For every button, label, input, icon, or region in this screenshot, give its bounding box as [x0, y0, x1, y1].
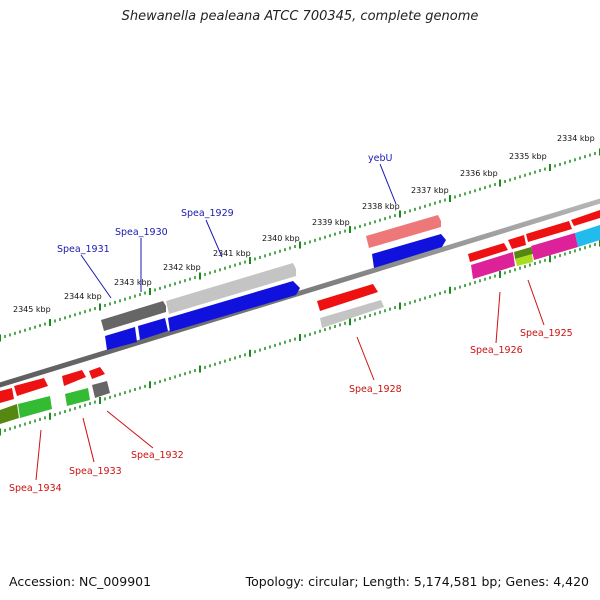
accession-text: Accession: NC_009901	[9, 574, 152, 589]
gene-red-a[interactable]	[468, 243, 508, 262]
gene-blue-3[interactable]	[168, 281, 300, 332]
label-spea-1934: Spea_1934	[9, 483, 62, 494]
label-spea-1929: Spea_1929	[181, 208, 234, 219]
label-spea-1933: Spea_1933	[69, 466, 122, 477]
gene-red-left-3[interactable]	[62, 370, 86, 386]
gene-spea-1929-grey[interactable]	[166, 263, 296, 314]
scale-ticks-top	[0, 148, 600, 342]
gene-spea-1925[interactable]	[531, 233, 578, 260]
gene-blue-2[interactable]	[138, 318, 168, 340]
gene-yebu-blue[interactable]	[372, 234, 446, 268]
scale-label-2345: 2345 kbp	[13, 305, 51, 314]
scale-label-2341: 2341 kbp	[213, 249, 251, 258]
label-spea-1932: Spea_1932	[131, 450, 184, 461]
gene-spea-1934[interactable]	[18, 396, 52, 418]
scale-ticks-bottom	[0, 239, 600, 436]
gene-red-left-1[interactable]	[0, 388, 14, 403]
scale-label-2340: 2340 kbp	[262, 234, 300, 243]
gene-cyan[interactable]	[575, 225, 600, 247]
label-spea-1930: Spea_1930	[115, 227, 168, 238]
gene-spea-1933[interactable]	[65, 388, 90, 406]
scale-label-2334: 2334 kbp	[557, 134, 595, 143]
label-yebu: yebU	[368, 153, 392, 164]
scale-label-2344: 2344 kbp	[64, 292, 102, 301]
gene-red-c[interactable]	[526, 221, 572, 242]
label-spea-1925: Spea_1925	[520, 328, 573, 339]
leader-lines-red	[35, 279, 545, 481]
gene-yebu-pink[interactable]	[366, 215, 441, 248]
gene-spea-1926[interactable]	[471, 252, 515, 279]
scale-label-2339: 2339 kbp	[312, 218, 350, 227]
gene-spea-1931[interactable]	[101, 301, 166, 331]
topology-text: Topology: circular; Length: 5,174,581 bp…	[245, 574, 589, 589]
genome-backbone	[0, 198, 600, 388]
gene-red-d[interactable]	[571, 210, 600, 226]
gene-blue-1[interactable]	[105, 327, 137, 350]
map-title: Shewanella pealeana ATCC 700345, complet…	[121, 9, 479, 24]
leader-lines-blue	[80, 163, 397, 299]
gene-red-left-2[interactable]	[14, 378, 48, 396]
gene-red-left-4[interactable]	[89, 367, 105, 379]
scale-label-2337: 2337 kbp	[411, 186, 449, 195]
scale-label-2343: 2343 kbp	[114, 278, 152, 287]
scale-label-2342: 2342 kbp	[163, 263, 201, 272]
gene-spea-1928-grey[interactable]	[320, 300, 384, 328]
gene-spea-1932[interactable]	[92, 381, 110, 398]
scale-label-2336: 2336 kbp	[460, 169, 498, 178]
gene-spea-1928-red[interactable]	[317, 284, 378, 311]
gene-yellow-small[interactable]	[515, 254, 533, 266]
label-spea-1926: Spea_1926	[470, 345, 523, 356]
gene-red-b[interactable]	[508, 235, 526, 249]
gene-olive-left[interactable]	[0, 404, 19, 424]
label-spea-1928: Spea_1928	[349, 384, 402, 395]
label-spea-1931: Spea_1931	[57, 244, 110, 255]
scale-label-2335: 2335 kbp	[509, 152, 547, 161]
gene-olive-small[interactable]	[514, 247, 533, 259]
scale-label-2338: 2338 kbp	[362, 202, 400, 211]
